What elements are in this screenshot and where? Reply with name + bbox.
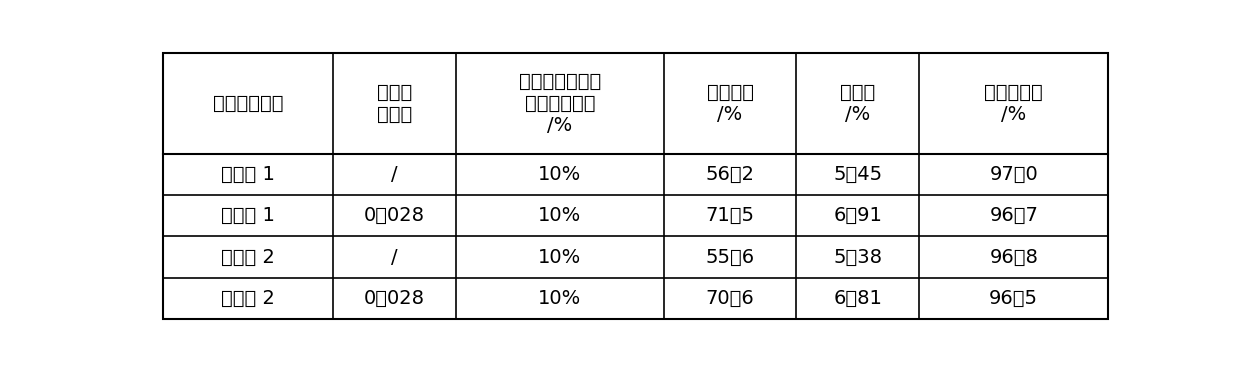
Text: 对比例 1: 对比例 1: [221, 165, 275, 184]
Text: 对比例 2: 对比例 2: [221, 248, 275, 266]
Text: 56．2: 56．2: [706, 165, 755, 184]
Text: 70．6: 70．6: [706, 289, 754, 308]
Text: 6．81: 6．81: [833, 289, 882, 308]
Text: 96．8: 96．8: [990, 248, 1038, 266]
Text: 10%: 10%: [538, 206, 582, 225]
Text: 0．028: 0．028: [363, 289, 425, 308]
Text: 6．91: 6．91: [833, 206, 882, 225]
Text: 10%: 10%: [538, 165, 582, 184]
Text: 接枝率
/%: 接枝率 /%: [839, 83, 875, 124]
Text: 0．028: 0．028: [363, 206, 425, 225]
Text: 实施例 2: 实施例 2: [221, 289, 275, 308]
Text: 5．45: 5．45: [833, 165, 883, 184]
Text: 5．38: 5．38: [833, 248, 882, 266]
Text: 10%: 10%: [538, 248, 582, 266]
Text: 烯丙基
取代度: 烯丙基 取代度: [377, 83, 412, 124]
Text: 55．6: 55．6: [706, 248, 755, 266]
Text: 97．0: 97．0: [990, 165, 1038, 184]
Text: 实施例 1: 实施例 1: [221, 206, 275, 225]
Text: 单体转化率
/%: 单体转化率 /%: [985, 83, 1043, 124]
Text: 接枝淀粉浆料: 接枝淀粉浆料: [212, 94, 283, 113]
Text: 10%: 10%: [538, 289, 582, 308]
Text: 96．7: 96．7: [990, 206, 1038, 225]
Text: /: /: [391, 248, 398, 266]
Text: 单体与淀粉干重
的质量百分比
/%: 单体与淀粉干重 的质量百分比 /%: [518, 72, 601, 135]
Text: /: /: [391, 165, 398, 184]
Text: 接枝效率
/%: 接枝效率 /%: [707, 83, 754, 124]
Text: 71．5: 71．5: [706, 206, 755, 225]
Text: 96．5: 96．5: [990, 289, 1038, 308]
